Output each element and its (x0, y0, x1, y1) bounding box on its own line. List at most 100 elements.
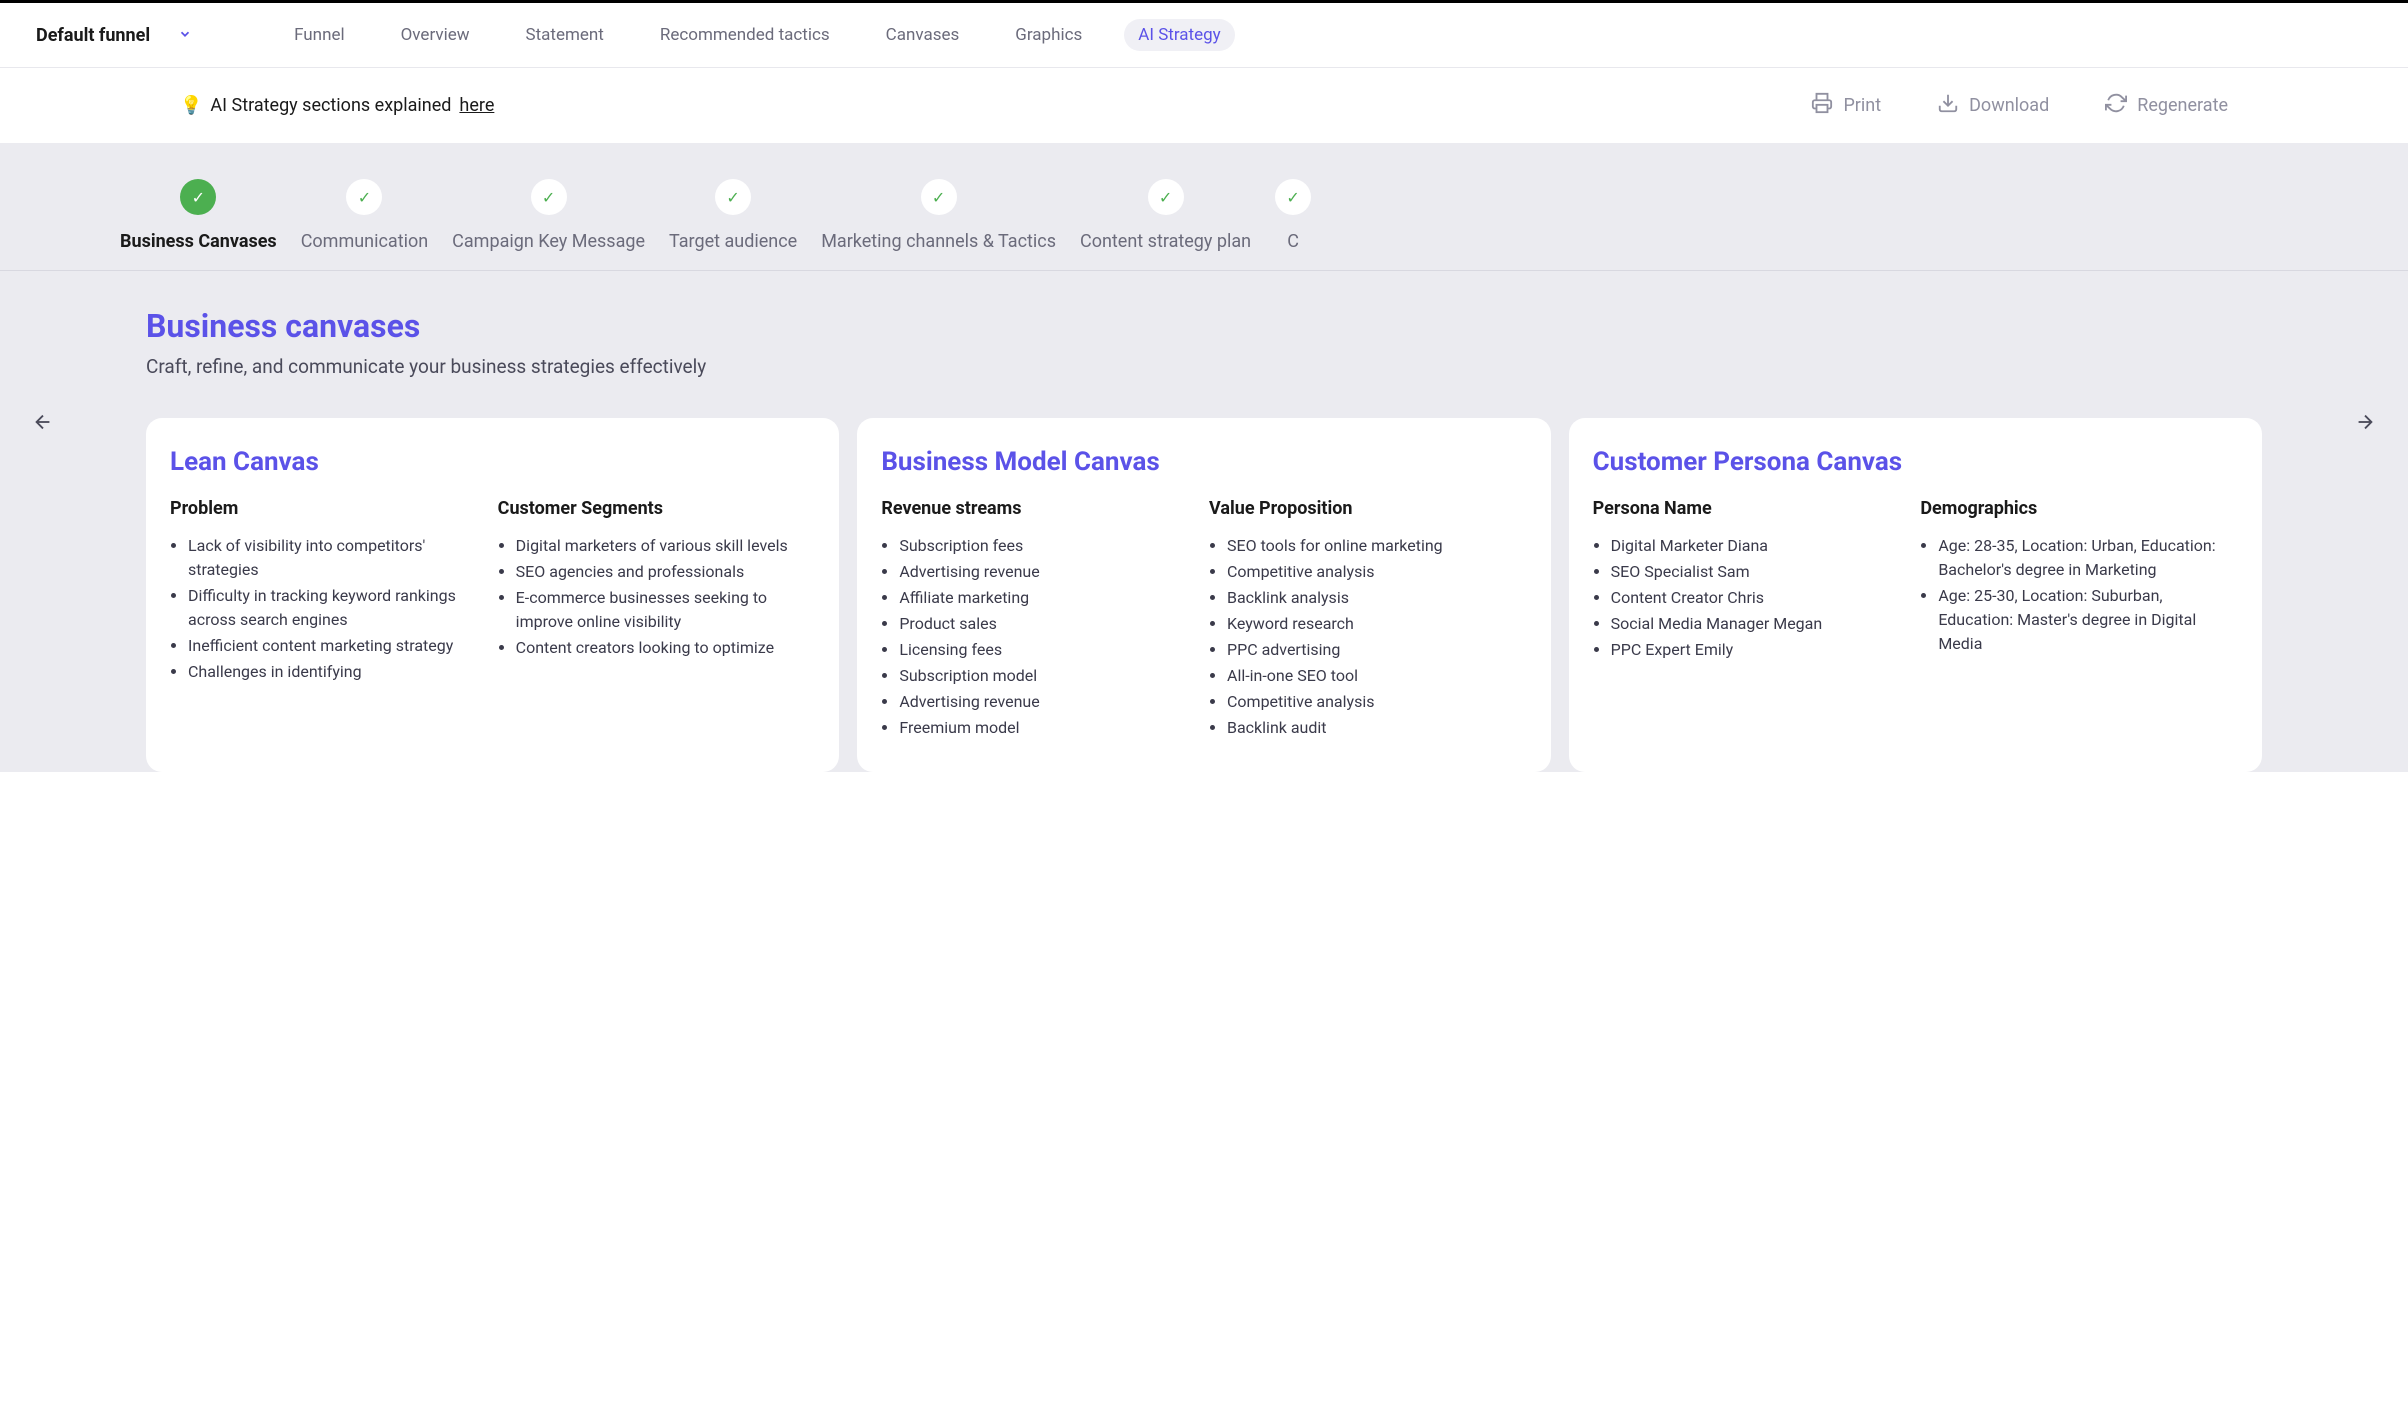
card-title: Business Model Canvas (881, 448, 1526, 478)
nav-tab-overview[interactable]: Overview (387, 19, 484, 51)
info-message: 💡 AI Strategy sections explained here (180, 95, 494, 116)
prev-arrow[interactable] (24, 403, 62, 445)
step-communication[interactable]: ✓Communication (301, 179, 428, 252)
next-arrow[interactable] (2346, 403, 2384, 445)
card-columns: Revenue streamsSubscription feesAdvertis… (881, 498, 1526, 743)
card-column: Customer Segments Digital marketers of va… (498, 498, 816, 687)
info-link[interactable]: here (459, 95, 494, 116)
list-item: Difficulty in tracking keyword rankings … (188, 584, 488, 632)
list-item: Backlink analysis (1227, 586, 1527, 610)
regenerate-button[interactable]: Regenerate (2105, 92, 2228, 119)
list-item: Lack of visibility into competitors' str… (188, 534, 488, 582)
main-content: ✓ Business Canvases ✓Communication ✓Campaig… (0, 143, 2408, 772)
list-item: Competitive analysis (1227, 690, 1527, 714)
list-item: Digital Marketer Diana (1611, 534, 1911, 558)
list-item: SEO Specialist Sam (1611, 560, 1911, 584)
list-item: Content Creator Chris (1611, 586, 1911, 610)
list-item: Licensing fees (899, 638, 1199, 662)
card-title: Lean Canvas (170, 448, 815, 478)
chevron-down-icon (178, 25, 192, 46)
step-label: Target audience (669, 231, 797, 252)
check-icon: ✓ (1148, 179, 1184, 215)
step-label: Marketing channels & Tactics (821, 231, 1056, 252)
nav-tab-statement[interactable]: Statement (512, 19, 618, 51)
column-heading: Customer Segments (498, 498, 816, 521)
card-column: Revenue streamsSubscription feesAdvertis… (881, 498, 1199, 743)
card-columns: ProblemLack of visibility into competito… (170, 498, 815, 687)
column-list: Age: 28-35, Location: Urban, Education: … (1920, 534, 2238, 656)
list-item: Inefficient content marketing strategy (188, 634, 488, 658)
check-icon: ✓ (180, 179, 216, 215)
step-label: C (1287, 231, 1299, 252)
card-column: Persona Name Digital Marketer DianaSEO Sp… (1593, 498, 1911, 665)
step-marketing-channels-and-tactics[interactable]: ✓ Marketing channels & Tactics (821, 179, 1056, 252)
step-c[interactable]: ✓C (1275, 179, 1311, 252)
column-heading: Revenue streams (881, 498, 1199, 521)
step-business-canvases[interactable]: ✓ Business Canvases (120, 179, 277, 252)
list-item: Keyword research (1227, 612, 1527, 636)
step-campaign-key-message[interactable]: ✓Campaign Key Message (452, 179, 645, 252)
column-list: SEO tools for online marketingCompetitiv… (1209, 534, 1527, 740)
list-item: Content creators looking to optimize (516, 636, 816, 660)
action-buttons: Print Download Regenerate (1811, 92, 2228, 119)
nav-tabs: Funnel Overview Statement Recommended tacti… (280, 19, 1235, 51)
nav-tab-funnel[interactable]: Funnel (280, 19, 359, 51)
print-button[interactable]: Print (1811, 92, 1881, 119)
step-target-audience[interactable]: ✓ Target audience (669, 179, 797, 252)
print-icon (1811, 92, 1833, 119)
canvas-card: Business Model Canvas Revenue streams Subs… (857, 418, 1550, 772)
funnel-selector[interactable]: Default funnel (36, 25, 192, 46)
list-item: Affiliate marketing (899, 586, 1199, 610)
check-icon: ✓ (715, 179, 751, 215)
list-item: PPC Expert Emily (1611, 638, 1911, 662)
regenerate-label: Regenerate (2137, 95, 2228, 116)
lightbulb-icon: 💡 (180, 95, 202, 116)
card-columns: Persona Name Digital Marketer DianaSEO Sp… (1593, 498, 2238, 665)
step-label: Content strategy plan (1080, 231, 1251, 252)
card-column: ProblemLack of visibility into competito… (170, 498, 488, 687)
top-navigation: Default funnel Funnel Overview Statement Re… (0, 3, 2408, 68)
step-content-strategy-plan[interactable]: ✓ Content strategy plan (1080, 179, 1251, 252)
column-list: Subscription feesAdvertising revenueAffi… (881, 534, 1199, 740)
list-item: Advertising revenue (899, 690, 1199, 714)
nav-tab-graphics[interactable]: Graphics (1001, 19, 1096, 51)
download-icon (1937, 92, 1959, 119)
stepper: ✓ Business Canvases ✓Communication ✓Campaig… (0, 179, 2408, 271)
column-heading: Persona Name (1593, 498, 1911, 521)
download-label: Download (1969, 95, 2049, 116)
list-item: All-in-one SEO tool (1227, 664, 1527, 688)
list-item: Digital marketers of various skill level… (516, 534, 816, 558)
canvas-card: Customer Persona Canvas Persona Name Digit… (1569, 418, 2262, 772)
card-title: Customer Persona Canvas (1593, 448, 2238, 478)
column-heading: Demographics (1920, 498, 2238, 521)
cards-container: Lean Canvas ProblemLack of visibility int… (0, 406, 2408, 772)
list-item: Backlink audit (1227, 716, 1527, 740)
list-item: Subscription fees (899, 534, 1199, 558)
list-item: Age: 28-35, Location: Urban, Education: … (1938, 534, 2238, 582)
nav-tab-recommended-tactics[interactable]: Recommended tactics (646, 19, 844, 51)
check-icon: ✓ (531, 179, 567, 215)
column-list: Lack of visibility into competitors' str… (170, 534, 488, 684)
card-column: Demographics Age: 28-35, Location: Urban,… (1920, 498, 2238, 665)
check-icon: ✓ (346, 179, 382, 215)
info-bar: 💡 AI Strategy sections explained here Pr… (0, 68, 2408, 143)
list-item: E-commerce businesses seeking to improve… (516, 586, 816, 634)
section-subtitle: Craft, refine, and communicate your busi… (146, 355, 2262, 378)
list-item: Challenges in identifying (188, 660, 488, 684)
list-item: Social Media Manager Megan (1611, 612, 1911, 636)
list-item: Freemium model (899, 716, 1199, 740)
list-item: Product sales (899, 612, 1199, 636)
step-label: Business Canvases (120, 231, 277, 252)
download-button[interactable]: Download (1937, 92, 2049, 119)
section-header: Business canvases Craft, refine, and com… (0, 307, 2408, 406)
list-item: Subscription model (899, 664, 1199, 688)
list-item: Advertising revenue (899, 560, 1199, 584)
nav-tab-canvases[interactable]: Canvases (872, 19, 974, 51)
nav-tab-ai-strategy[interactable]: AI Strategy (1124, 19, 1234, 51)
list-item: Competitive analysis (1227, 560, 1527, 584)
check-icon: ✓ (921, 179, 957, 215)
list-item: PPC advertising (1227, 638, 1527, 662)
list-item: SEO tools for online marketing (1227, 534, 1527, 558)
check-icon: ✓ (1275, 179, 1311, 215)
section-title: Business canvases (146, 307, 2262, 345)
